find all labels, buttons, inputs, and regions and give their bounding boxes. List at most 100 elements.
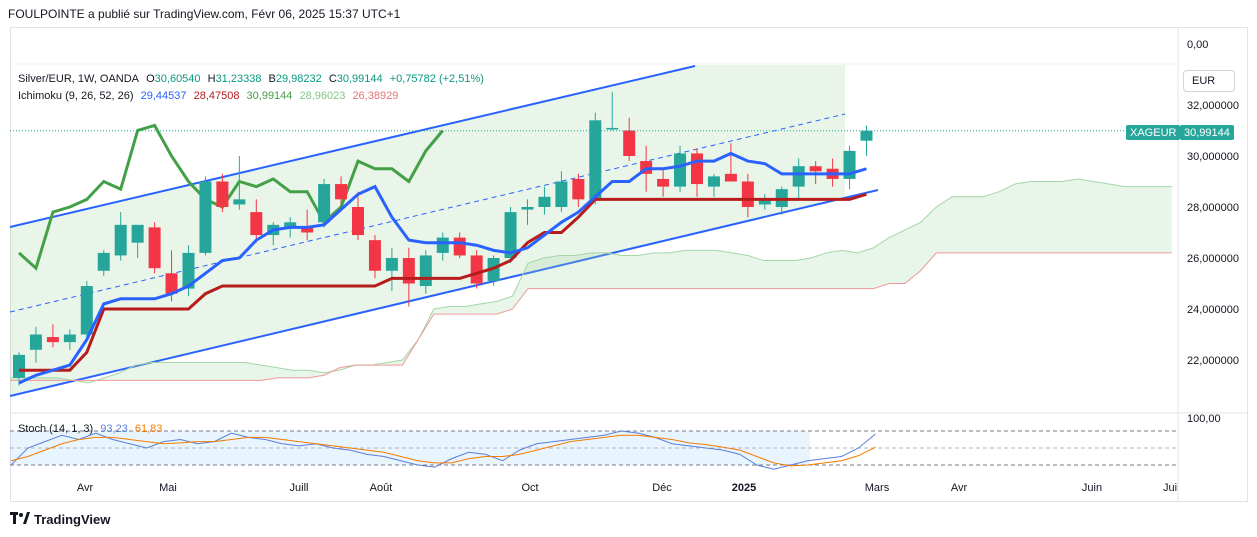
candle-body (589, 120, 602, 200)
channel-upper-line (9, 65, 696, 228)
price-tick-label: 32,000000 (1187, 100, 1239, 112)
candle-body (758, 199, 771, 205)
ichimoku-legend: Ichimoku (9, 26, 52, 26) 29,44537 28,475… (18, 90, 402, 102)
candle-body (470, 255, 483, 284)
candle-body (233, 199, 246, 205)
ichimoku-label[interactable]: Ichimoku (9, 26, 52, 26) (18, 90, 134, 102)
open-label: O30,60540 (146, 73, 201, 85)
candle-body (504, 212, 517, 258)
candle-body (199, 181, 212, 253)
candle-body (368, 240, 381, 271)
candle-body (521, 207, 534, 210)
time-tick-label: Avr (951, 482, 968, 494)
time-tick-label: Juin (1082, 482, 1102, 494)
span-a-line (10, 178, 1172, 384)
close-label: C30,99144 (328, 73, 383, 85)
stoch-d-value: 61,83 (134, 423, 163, 435)
footer-brand[interactable]: TradingView (10, 512, 110, 527)
candle-body (707, 176, 720, 187)
time-tick-label: Août (370, 482, 393, 494)
candle-body (301, 227, 314, 233)
candle-body (572, 178, 585, 200)
candle-body (97, 252, 110, 271)
candle-body (555, 181, 568, 207)
candle-body (453, 237, 466, 256)
kijun-value: 28,47508 (193, 90, 240, 102)
chikou-line (17, 123, 444, 271)
tradingview-logo-icon (10, 512, 30, 527)
candle-body (792, 166, 805, 187)
time-tick-label: Mai (159, 482, 177, 494)
price-tick-label: 26,000000 (1187, 253, 1239, 265)
candle-body (860, 130, 873, 141)
currency-selector[interactable]: EUR (1183, 70, 1235, 92)
candle-body (318, 184, 331, 223)
candle-body (724, 173, 737, 182)
span-b-line (10, 252, 1172, 381)
stoch-d-line (10, 434, 876, 467)
price-tick-label: 30,000000 (1187, 151, 1239, 163)
candle-body (657, 178, 670, 187)
candle-body (538, 196, 551, 207)
candle-body (809, 166, 822, 172)
candle-body (419, 255, 432, 287)
symbol-price-tag: XAGEUR (1126, 125, 1181, 140)
candle-body (623, 130, 636, 156)
stoch-legend: Stoch (14, 1, 3) 93,23 61,83 (18, 423, 166, 435)
candle-body (385, 258, 398, 271)
chart-frame[interactable] (10, 27, 1248, 502)
high-label: H31,23338 (207, 73, 262, 85)
time-tick-label: Avr (77, 482, 94, 494)
kijun-line (19, 192, 867, 372)
change-label: +0,75782 (+2,51%) (389, 73, 484, 85)
price-tick-label: 28,000000 (1187, 202, 1239, 214)
candle-body (182, 252, 195, 289)
candle-body (216, 181, 229, 207)
candle-body (606, 127, 619, 130)
stoch-label[interactable]: Stoch (14, 1, 3) (18, 423, 94, 435)
time-tick-label: Juill (290, 482, 309, 494)
candle-body (148, 227, 161, 269)
time-tick-label: Oct (521, 482, 538, 494)
candle-body (352, 207, 364, 236)
candle-body (131, 224, 144, 243)
spanA-value: 28,96023 (299, 90, 346, 102)
time-tick-label: Jui (1163, 482, 1177, 494)
candle-body (741, 181, 754, 207)
candle-body (250, 212, 263, 236)
time-tick-label: 2025 (732, 482, 756, 494)
candle-body (165, 273, 178, 294)
stoch-tick-label: 100,00 (1187, 413, 1221, 425)
price-tick-label: 24,000000 (1187, 304, 1239, 316)
ohlc-legend: Silver/EUR, 1W, OANDA O30,60540 H31,2333… (18, 73, 488, 85)
publish-header: FOULPOINTE a publié sur TradingView.com,… (8, 7, 401, 21)
candle-body (29, 334, 42, 350)
ichimoku-cloud (10, 178, 1172, 383)
chikou-value: 30,99144 (246, 90, 293, 102)
spanB-value: 26,38929 (352, 90, 399, 102)
brand-name: TradingView (34, 512, 111, 527)
channel-fill (10, 65, 845, 396)
candle-body (436, 237, 449, 253)
time-tick-label: Mars (865, 482, 890, 494)
tenkan-value: 29,44537 (140, 90, 187, 102)
candle-body (13, 354, 25, 378)
candle-body (46, 337, 59, 343)
candle-body (335, 184, 348, 200)
channel-median-line (9, 113, 846, 313)
candle-body (114, 224, 127, 256)
time-tick-label: Déc (652, 482, 672, 494)
price-tick-label: 0,00 (1187, 39, 1208, 51)
low-label: B29,98232 (268, 73, 322, 85)
candle-body (80, 286, 93, 335)
stoch-k-value: 93,23 (100, 423, 128, 435)
tenkan-line (18, 151, 867, 385)
candle-body (691, 153, 703, 185)
candle-body (284, 222, 297, 228)
last-price-tag: 30,99144 (1180, 125, 1234, 140)
price-tick-label: 22,000000 (1187, 355, 1239, 367)
candle-body (63, 334, 76, 343)
channel-lower-line (9, 189, 879, 397)
symbol-label[interactable]: Silver/EUR, 1W, OANDA (18, 73, 140, 85)
